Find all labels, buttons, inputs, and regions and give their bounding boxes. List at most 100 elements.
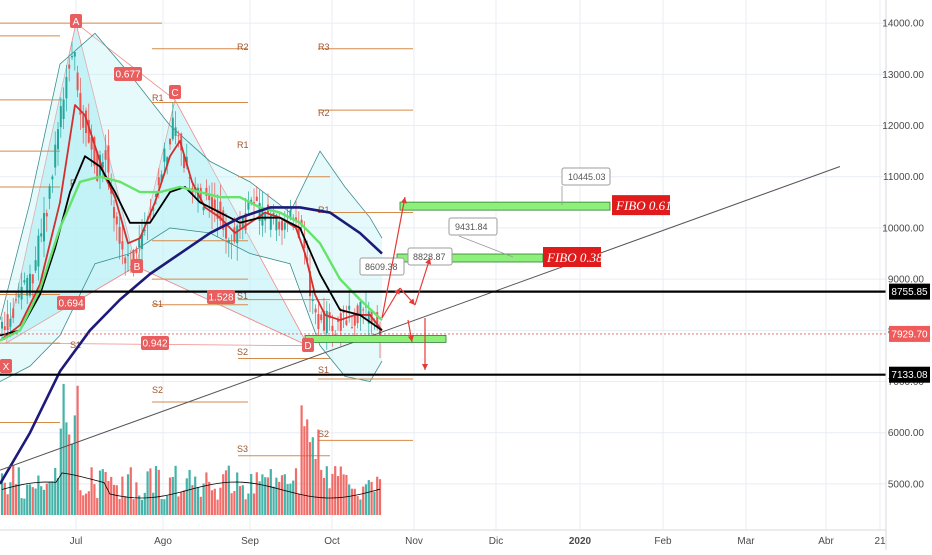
- volume-bar: [54, 468, 57, 515]
- candle-body: [219, 201, 222, 221]
- ma-red-line: [0, 104, 383, 342]
- volume-bar: [322, 477, 326, 515]
- candle-body: [309, 271, 311, 297]
- volume-bar: [154, 466, 158, 515]
- volume-bar: [292, 480, 295, 515]
- candle-body: [320, 314, 323, 321]
- candle-body: [314, 308, 317, 313]
- candle-body: [115, 216, 118, 225]
- volume-bar: [101, 469, 104, 515]
- candle-body: [26, 278, 29, 296]
- candle-body: [297, 227, 300, 239]
- volume-bar: [6, 494, 9, 515]
- volume-bar: [68, 434, 71, 515]
- volume-bar: [132, 499, 135, 515]
- candle-body: [247, 202, 250, 210]
- volume-bar: [269, 469, 272, 515]
- harmonic-ratio-label: 1.528: [208, 293, 233, 304]
- volume-bar: [258, 481, 261, 515]
- candle-body: [96, 151, 99, 181]
- harmonic-ratio-bg: [207, 290, 235, 304]
- projection-arrow: [414, 257, 431, 306]
- volume-bar: [311, 437, 314, 515]
- volume-bar: [56, 478, 60, 515]
- candle-body: [155, 193, 157, 197]
- candle-body: [23, 280, 26, 283]
- volume-bar: [208, 481, 211, 515]
- volume-bar: [264, 477, 267, 515]
- candle-body: [283, 222, 286, 230]
- projection-arrowhead: [425, 258, 432, 265]
- candle-body: [351, 327, 353, 329]
- candle-body: [54, 144, 57, 168]
- volume-bar: [378, 479, 382, 515]
- candle-body: [101, 161, 104, 168]
- volume-bar: [174, 465, 177, 515]
- volume-bar: [163, 499, 166, 515]
- volume-bar: [222, 474, 225, 515]
- volume-bar: [112, 484, 116, 515]
- volume-bar: [96, 498, 99, 515]
- volume-bar: [45, 483, 48, 515]
- candle-body: [45, 212, 48, 217]
- pivot-label: R1: [318, 205, 330, 215]
- volume-bar: [40, 486, 43, 515]
- volume-bar: [244, 499, 247, 515]
- volume-bar: [110, 476, 113, 515]
- volume-bar: [59, 428, 62, 515]
- y-tick-label: 12000.00: [882, 121, 924, 132]
- candle-body: [104, 150, 107, 160]
- volume-bar: [73, 415, 76, 515]
- volume-bar: [286, 484, 289, 515]
- volume-bar: [236, 472, 239, 515]
- volume-bar: [364, 484, 368, 515]
- volume-bar: [317, 429, 320, 515]
- candle-body: [43, 213, 45, 242]
- pivot-label: S1: [318, 365, 329, 375]
- candle-body: [141, 234, 143, 249]
- price-tag-label: 7133.08: [891, 370, 928, 381]
- projection-arrowhead: [400, 197, 407, 204]
- volume-bar: [166, 495, 169, 515]
- volume-bar: [376, 476, 379, 515]
- volume-bar: [241, 485, 244, 515]
- candle-body: [29, 273, 31, 296]
- volume-bar: [238, 486, 242, 515]
- candle-body: [160, 174, 163, 183]
- volume-bar: [70, 443, 74, 515]
- volume-bar: [353, 488, 356, 515]
- candle-body: [48, 186, 51, 199]
- candle-body: [166, 157, 169, 167]
- volume-bar: [126, 474, 130, 515]
- candle-body: [127, 255, 129, 257]
- candle-body: [379, 327, 381, 343]
- pivot-label: S1: [70, 340, 81, 350]
- candle-body: [118, 226, 121, 244]
- candle-body: [85, 110, 87, 134]
- volume-bar: [350, 488, 354, 515]
- pivot-label: R1: [152, 93, 164, 103]
- candle-body: [163, 148, 166, 162]
- candle-body: [289, 210, 292, 219]
- callout-box: [407, 247, 453, 266]
- x-tick-label: Nov: [405, 536, 423, 547]
- candle-body: [339, 313, 342, 331]
- candle-body: [188, 177, 191, 179]
- candle-body: [99, 154, 101, 176]
- volume-bar: [129, 467, 132, 515]
- volume-bar: [138, 495, 141, 515]
- y-tick-label: 14000.00: [882, 19, 924, 30]
- x-tick-label: Jul: [70, 536, 83, 547]
- drawings-layer: FIBO 0.61 10445.03 FIBO 0.38 9431.84 8609.38…: [0, 14, 886, 471]
- volume-bar: [152, 492, 155, 515]
- price-axis-bg: [886, 0, 932, 550]
- candle-body: [121, 241, 124, 250]
- volume-bar: [143, 492, 146, 515]
- pivot-label: S1: [237, 291, 248, 301]
- pivot-label: S2: [237, 347, 248, 357]
- volume-bar: [17, 467, 20, 515]
- y-tick-label: 11000.00: [883, 172, 924, 183]
- volume-bar: [93, 484, 96, 515]
